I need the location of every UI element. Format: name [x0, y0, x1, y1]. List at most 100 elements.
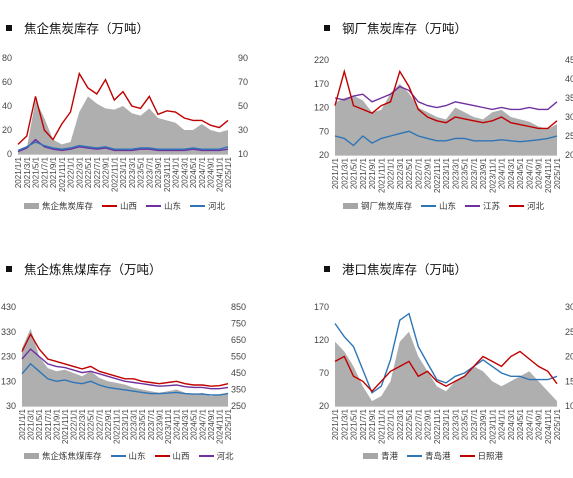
series-area-焦企炼焦煤库存: [22, 328, 228, 406]
y-left-tick-label: 0: [7, 149, 12, 159]
x-tick-label: 2022/9/1: [102, 156, 111, 188]
x-tick-label: 2024/11/1: [544, 408, 553, 444]
x-tick-label: 2025/1/1: [224, 156, 233, 188]
chart-title-text: 港口焦炭库存（万吨）: [342, 263, 468, 277]
x-tick-label: 2022/3/1: [396, 157, 405, 189]
x-tick-label: 2023/3/1: [128, 156, 137, 188]
x-tick-label: 2024/3/1: [507, 157, 516, 189]
y-right-tick-label: 350: [231, 385, 246, 395]
y-right-tick-label: 300: [565, 302, 573, 312]
x-tick-label: 2021/1/1: [14, 156, 23, 188]
legend-swatch: [343, 203, 358, 209]
y-right-tick-label: 250: [565, 327, 573, 337]
y-left-tick-label: 80: [2, 53, 12, 63]
chart-plot: 20 70 120 170 100 150 200 250 300 2021/1/12021/3/…: [314, 302, 573, 444]
x-tick-label: 2024/9/1: [535, 157, 544, 189]
title-bullet: [324, 25, 330, 31]
x-tick-label: 2024/5/1: [189, 156, 198, 188]
x-tick-label: 2022/11/1: [433, 408, 442, 444]
x-tick-label: 2024/5/1: [516, 408, 525, 440]
series-line-日照港: [334, 350, 558, 393]
legend-item: 河北: [198, 450, 234, 462]
x-tick-label: 2024/7/1: [198, 408, 207, 440]
x-tick-label: 2021/1/1: [331, 157, 340, 189]
x-tick-label: 2022/9/1: [424, 157, 433, 189]
chart-panel-port-coke-inventory: 港口焦炭库存（万吨） 20 70 120 170 100 150 200 250 300 2021…: [287, 239, 573, 478]
x-tick-label: 2023/5/1: [461, 408, 470, 440]
x-tick-label: 2023/11/1: [488, 157, 497, 193]
x-tick-label: 2023/3/1: [451, 157, 460, 189]
y-left-tick-label: 40: [2, 101, 12, 111]
x-tick-label: 2021/1/1: [18, 408, 27, 440]
legend-item: 河北: [509, 200, 544, 212]
x-tick-label: 2024/1/1: [498, 408, 507, 440]
chart-legend: 钢厂焦炭库存 山东 江苏 河北: [343, 200, 549, 212]
legend-item: 山西: [154, 450, 190, 462]
x-tick-label: 2023/5/1: [138, 408, 147, 440]
legend-swatch: [154, 455, 170, 457]
y-left-tick-label: 330: [1, 327, 16, 337]
x-tick-label: 2023/9/1: [479, 408, 488, 440]
x-tick-label: 2023/7/1: [145, 156, 154, 188]
y-left-tick-label: 70: [319, 126, 329, 136]
legend-swatch: [24, 203, 39, 209]
chart-title-text: 焦企焦炭库存（万吨）: [24, 22, 150, 36]
x-tick-label: 2023/1/1: [119, 156, 128, 188]
x-tick-label: 2022/7/1: [414, 157, 423, 189]
title-bullet: [6, 25, 12, 31]
x-tick-label: 2021/5/1: [350, 408, 359, 440]
series-line-山东: [21, 362, 229, 396]
x-tick-label: 2023/11/1: [164, 408, 173, 444]
chart-title: 港口焦炭库存（万吨）: [324, 259, 467, 278]
y-left-tick-label: 430: [1, 302, 16, 312]
x-tick-label: 2023/11/1: [163, 156, 172, 192]
y-right-tick-label: 50: [238, 101, 248, 111]
x-tick-label: 2023/9/1: [479, 157, 488, 189]
series-area-钢厂焦炭库存: [335, 83, 557, 155]
x-tick-label: 2022/11/1: [112, 408, 121, 444]
x-tick-label: 2021/3/1: [27, 408, 36, 440]
legend-item: 青港: [363, 450, 398, 462]
legend-label: 钢厂焦炭库存: [361, 201, 413, 211]
legend-label: 日照港: [477, 451, 504, 461]
y-right-tick-label: 400: [565, 74, 573, 84]
x-tick-label: 2023/3/1: [130, 408, 139, 440]
x-tick-label: 2021/5/1: [350, 157, 359, 189]
x-tick-label: 2024/3/1: [181, 408, 190, 440]
x-tick-label: 2022/11/1: [433, 157, 442, 193]
legend-swatch: [24, 453, 39, 459]
x-tick-label: 2021/11/1: [377, 157, 386, 193]
chart-plot: 20701201702202002503003504004502021/1/12…: [314, 55, 573, 193]
y-right-tick-label: 350: [565, 93, 573, 103]
x-tick-label: 2022/5/1: [405, 157, 414, 189]
x-tick-label: 2022/7/1: [414, 408, 423, 440]
chart-panel-steel-coke-inventory: 钢厂焦炭库存（万吨） 20 70 120 170 220 200 250 300 350 400 4…: [287, 0, 573, 239]
x-tick-label: 2023/1/1: [121, 408, 130, 440]
legend-label: 山东: [439, 201, 457, 211]
title-bullet: [6, 266, 12, 272]
x-tick-label: 2024/3/1: [180, 156, 189, 188]
x-tick-label: 2022/5/1: [84, 156, 93, 188]
legend-swatch: [407, 455, 423, 457]
legend-item: 焦企炼焦煤库存: [24, 450, 102, 462]
y-right-tick-label: 550: [231, 352, 246, 362]
x-tick-label: 2024/5/1: [190, 408, 199, 440]
x-tick-label: 2024/11/1: [215, 408, 224, 444]
series-line-山东: [334, 130, 558, 147]
x-tick-label: 2023/7/1: [147, 408, 156, 440]
x-tick-label: 2024/7/1: [525, 408, 534, 440]
x-tick-label: 2023/5/1: [461, 157, 470, 189]
x-tick-label: 2024/1/1: [172, 156, 181, 188]
x-tick-label: 2024/1/1: [173, 408, 182, 440]
x-tick-label: 2024/7/1: [525, 157, 534, 189]
series-line-青岛港: [334, 312, 558, 394]
x-tick-label: 2021/7/1: [359, 157, 368, 189]
legend-label: 河北: [208, 201, 226, 211]
legend-item: 青岛港: [407, 450, 451, 462]
y-right-tick-label: 150: [565, 376, 573, 386]
y-left-tick-label: 20: [2, 125, 12, 135]
chart-title-text: 钢厂焦炭库存（万吨）: [342, 22, 468, 36]
y-right-tick-label: 100: [565, 401, 573, 411]
legend-label: 江苏: [483, 201, 501, 211]
legend-swatch: [110, 455, 126, 457]
